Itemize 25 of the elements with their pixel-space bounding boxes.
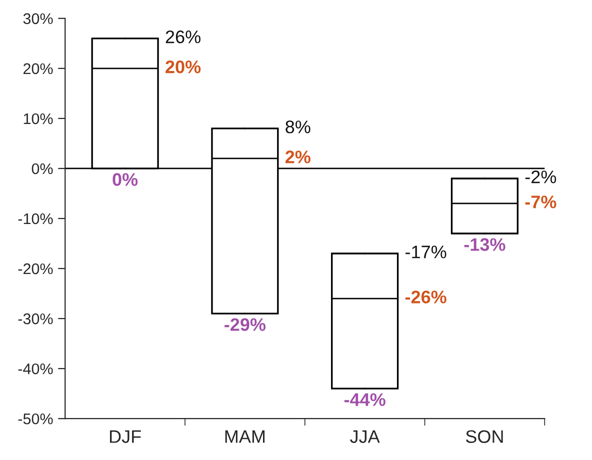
- y-tick-label: 20%: [24, 63, 53, 74]
- annotation: 2%: [285, 150, 310, 164]
- y-tick-label: -20%: [18, 263, 53, 274]
- x-tick-label: JJA: [350, 430, 380, 443]
- y-tick-label: -10%: [18, 213, 53, 224]
- y-tick-label: -30%: [18, 313, 53, 324]
- y-tick-label: -40%: [18, 363, 53, 374]
- annotation: 8%: [286, 120, 310, 134]
- y-tick-label: 30%: [23, 13, 53, 24]
- x-tick-label: SON: [466, 430, 503, 443]
- annotation: -44%: [344, 393, 386, 406]
- annotation: -17%: [406, 246, 446, 258]
- annotation: 0%: [112, 173, 138, 186]
- annotation: -7%: [525, 196, 556, 208]
- annotation: -2%: [525, 170, 556, 184]
- x-tick-label: MAM: [225, 430, 265, 443]
- y-tick-label: 0%: [32, 163, 53, 174]
- x-tick-label: DJF: [110, 430, 141, 443]
- y-tick-label: -50%: [18, 413, 53, 424]
- y-tick-label: 10%: [24, 113, 53, 124]
- annotation: -26%: [405, 290, 446, 304]
- annotation: 20%: [166, 60, 201, 74]
- annotation: 26%: [166, 30, 200, 44]
- annotation: -29%: [224, 318, 266, 331]
- annotation: -13%: [464, 238, 506, 251]
